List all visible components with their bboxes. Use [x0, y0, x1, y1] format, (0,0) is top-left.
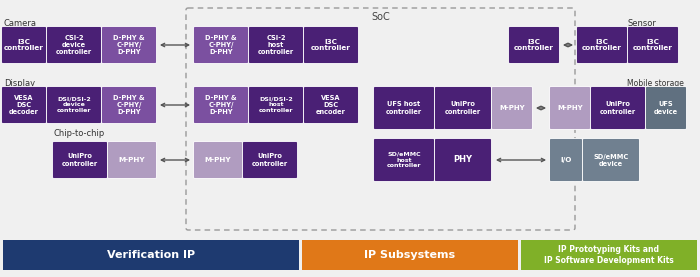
FancyBboxPatch shape [582, 138, 640, 181]
FancyBboxPatch shape [491, 86, 533, 130]
Text: CSI-2
host
controller: CSI-2 host controller [258, 35, 294, 55]
FancyBboxPatch shape [102, 27, 157, 63]
Text: SD/eMMC
device: SD/eMMC device [594, 153, 629, 166]
Text: M-PHY: M-PHY [557, 105, 583, 111]
FancyBboxPatch shape [435, 86, 491, 130]
FancyBboxPatch shape [577, 27, 627, 63]
FancyBboxPatch shape [627, 27, 678, 63]
Text: IP Subsystems: IP Subsystems [365, 250, 456, 260]
FancyBboxPatch shape [248, 27, 304, 63]
FancyBboxPatch shape [108, 142, 157, 178]
Text: IP Prototyping Kits and
IP Software Development Kits: IP Prototyping Kits and IP Software Deve… [544, 245, 674, 265]
Text: I3C
controller: I3C controller [514, 39, 554, 52]
Text: I3C
controller: I3C controller [4, 39, 44, 52]
Text: D-PHY &
C-PHY/
D-PHY: D-PHY & C-PHY/ D-PHY [205, 35, 237, 55]
Bar [302, 240, 518, 270]
FancyBboxPatch shape [374, 86, 435, 130]
Text: D-PHY &
C-PHY/
D-PHY: D-PHY & C-PHY/ D-PHY [205, 95, 237, 115]
FancyBboxPatch shape [193, 27, 248, 63]
FancyBboxPatch shape [550, 138, 582, 181]
Text: DSI/DSI-2
host
controller: DSI/DSI-2 host controller [259, 97, 293, 113]
Text: Display: Display [4, 78, 35, 88]
Text: Verification IP: Verification IP [107, 250, 195, 260]
Text: Chip-to-chip: Chip-to-chip [54, 129, 105, 137]
FancyBboxPatch shape [193, 86, 248, 124]
Text: DSI/DSI-2
device
controller: DSI/DSI-2 device controller [57, 97, 91, 113]
Text: VESA
DSC
encoder: VESA DSC encoder [316, 95, 346, 115]
FancyBboxPatch shape [46, 86, 102, 124]
Text: UniPro
controller: UniPro controller [600, 101, 636, 114]
Text: UniPro
controller: UniPro controller [252, 153, 288, 166]
Bar [3, 240, 299, 270]
FancyBboxPatch shape [550, 86, 591, 130]
FancyBboxPatch shape [508, 27, 559, 63]
FancyBboxPatch shape [248, 86, 304, 124]
Text: UniPro
controller: UniPro controller [62, 153, 98, 166]
Text: UFS host
controller: UFS host controller [386, 101, 422, 114]
Text: Sensor: Sensor [627, 19, 656, 27]
FancyBboxPatch shape [374, 138, 435, 181]
Text: I3C
controller: I3C controller [311, 39, 351, 52]
FancyBboxPatch shape [242, 142, 298, 178]
Text: UFS
device: UFS device [654, 101, 678, 114]
FancyBboxPatch shape [193, 142, 242, 178]
Text: SoC: SoC [371, 12, 390, 22]
FancyBboxPatch shape [591, 86, 645, 130]
FancyBboxPatch shape [46, 27, 102, 63]
Text: Mobile storage: Mobile storage [627, 78, 684, 88]
Text: D-PHY &
C-PHY/
D-PHY: D-PHY & C-PHY/ D-PHY [113, 95, 145, 115]
FancyBboxPatch shape [52, 142, 108, 178]
Text: M-PHY: M-PHY [204, 157, 231, 163]
Text: I/O: I/O [560, 157, 572, 163]
FancyBboxPatch shape [304, 27, 358, 63]
FancyBboxPatch shape [304, 86, 358, 124]
Text: I3C
controller: I3C controller [582, 39, 622, 52]
Text: PHY: PHY [454, 155, 473, 165]
Text: VESA
DSC
decoder: VESA DSC decoder [9, 95, 39, 115]
FancyBboxPatch shape [435, 138, 491, 181]
FancyBboxPatch shape [645, 86, 687, 130]
Text: SD/eMMC
host
controller: SD/eMMC host controller [386, 152, 421, 168]
FancyBboxPatch shape [1, 27, 46, 63]
FancyBboxPatch shape [102, 86, 157, 124]
Text: D-PHY &
C-PHY/
D-PHY: D-PHY & C-PHY/ D-PHY [113, 35, 145, 55]
Text: I3C
controller: I3C controller [633, 39, 673, 52]
Text: Camera: Camera [4, 19, 37, 27]
Text: CSI-2
device
controller: CSI-2 device controller [56, 35, 92, 55]
Text: UniPro
controller: UniPro controller [445, 101, 481, 114]
FancyBboxPatch shape [1, 86, 46, 124]
Text: M-PHY: M-PHY [119, 157, 146, 163]
Text: M-PHY: M-PHY [499, 105, 525, 111]
Bar [521, 240, 697, 270]
